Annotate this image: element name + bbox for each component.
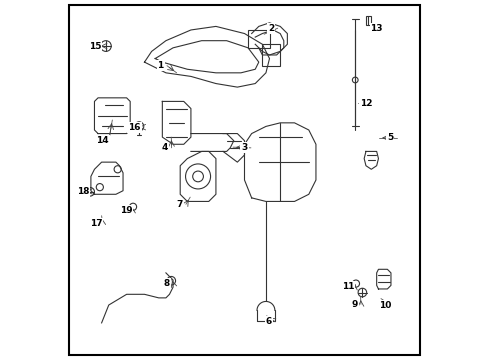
Text: 4: 4	[162, 143, 168, 152]
Text: 5: 5	[386, 133, 392, 142]
Text: 9: 9	[350, 300, 357, 309]
Text: 7: 7	[176, 200, 183, 209]
Text: 19: 19	[120, 206, 132, 215]
Text: 16: 16	[128, 123, 141, 132]
Text: 14: 14	[96, 136, 108, 145]
Text: 15: 15	[89, 41, 101, 50]
Text: 13: 13	[370, 24, 382, 33]
Text: 17: 17	[90, 219, 102, 228]
Text: 11: 11	[341, 282, 354, 291]
Text: 3: 3	[241, 143, 247, 152]
Text: 12: 12	[359, 99, 371, 108]
Text: 18: 18	[77, 187, 89, 196]
Text: 8: 8	[163, 279, 169, 288]
Text: 1: 1	[157, 61, 163, 70]
Text: 2: 2	[267, 24, 274, 33]
Text: 6: 6	[265, 317, 271, 326]
Text: 10: 10	[379, 301, 391, 310]
